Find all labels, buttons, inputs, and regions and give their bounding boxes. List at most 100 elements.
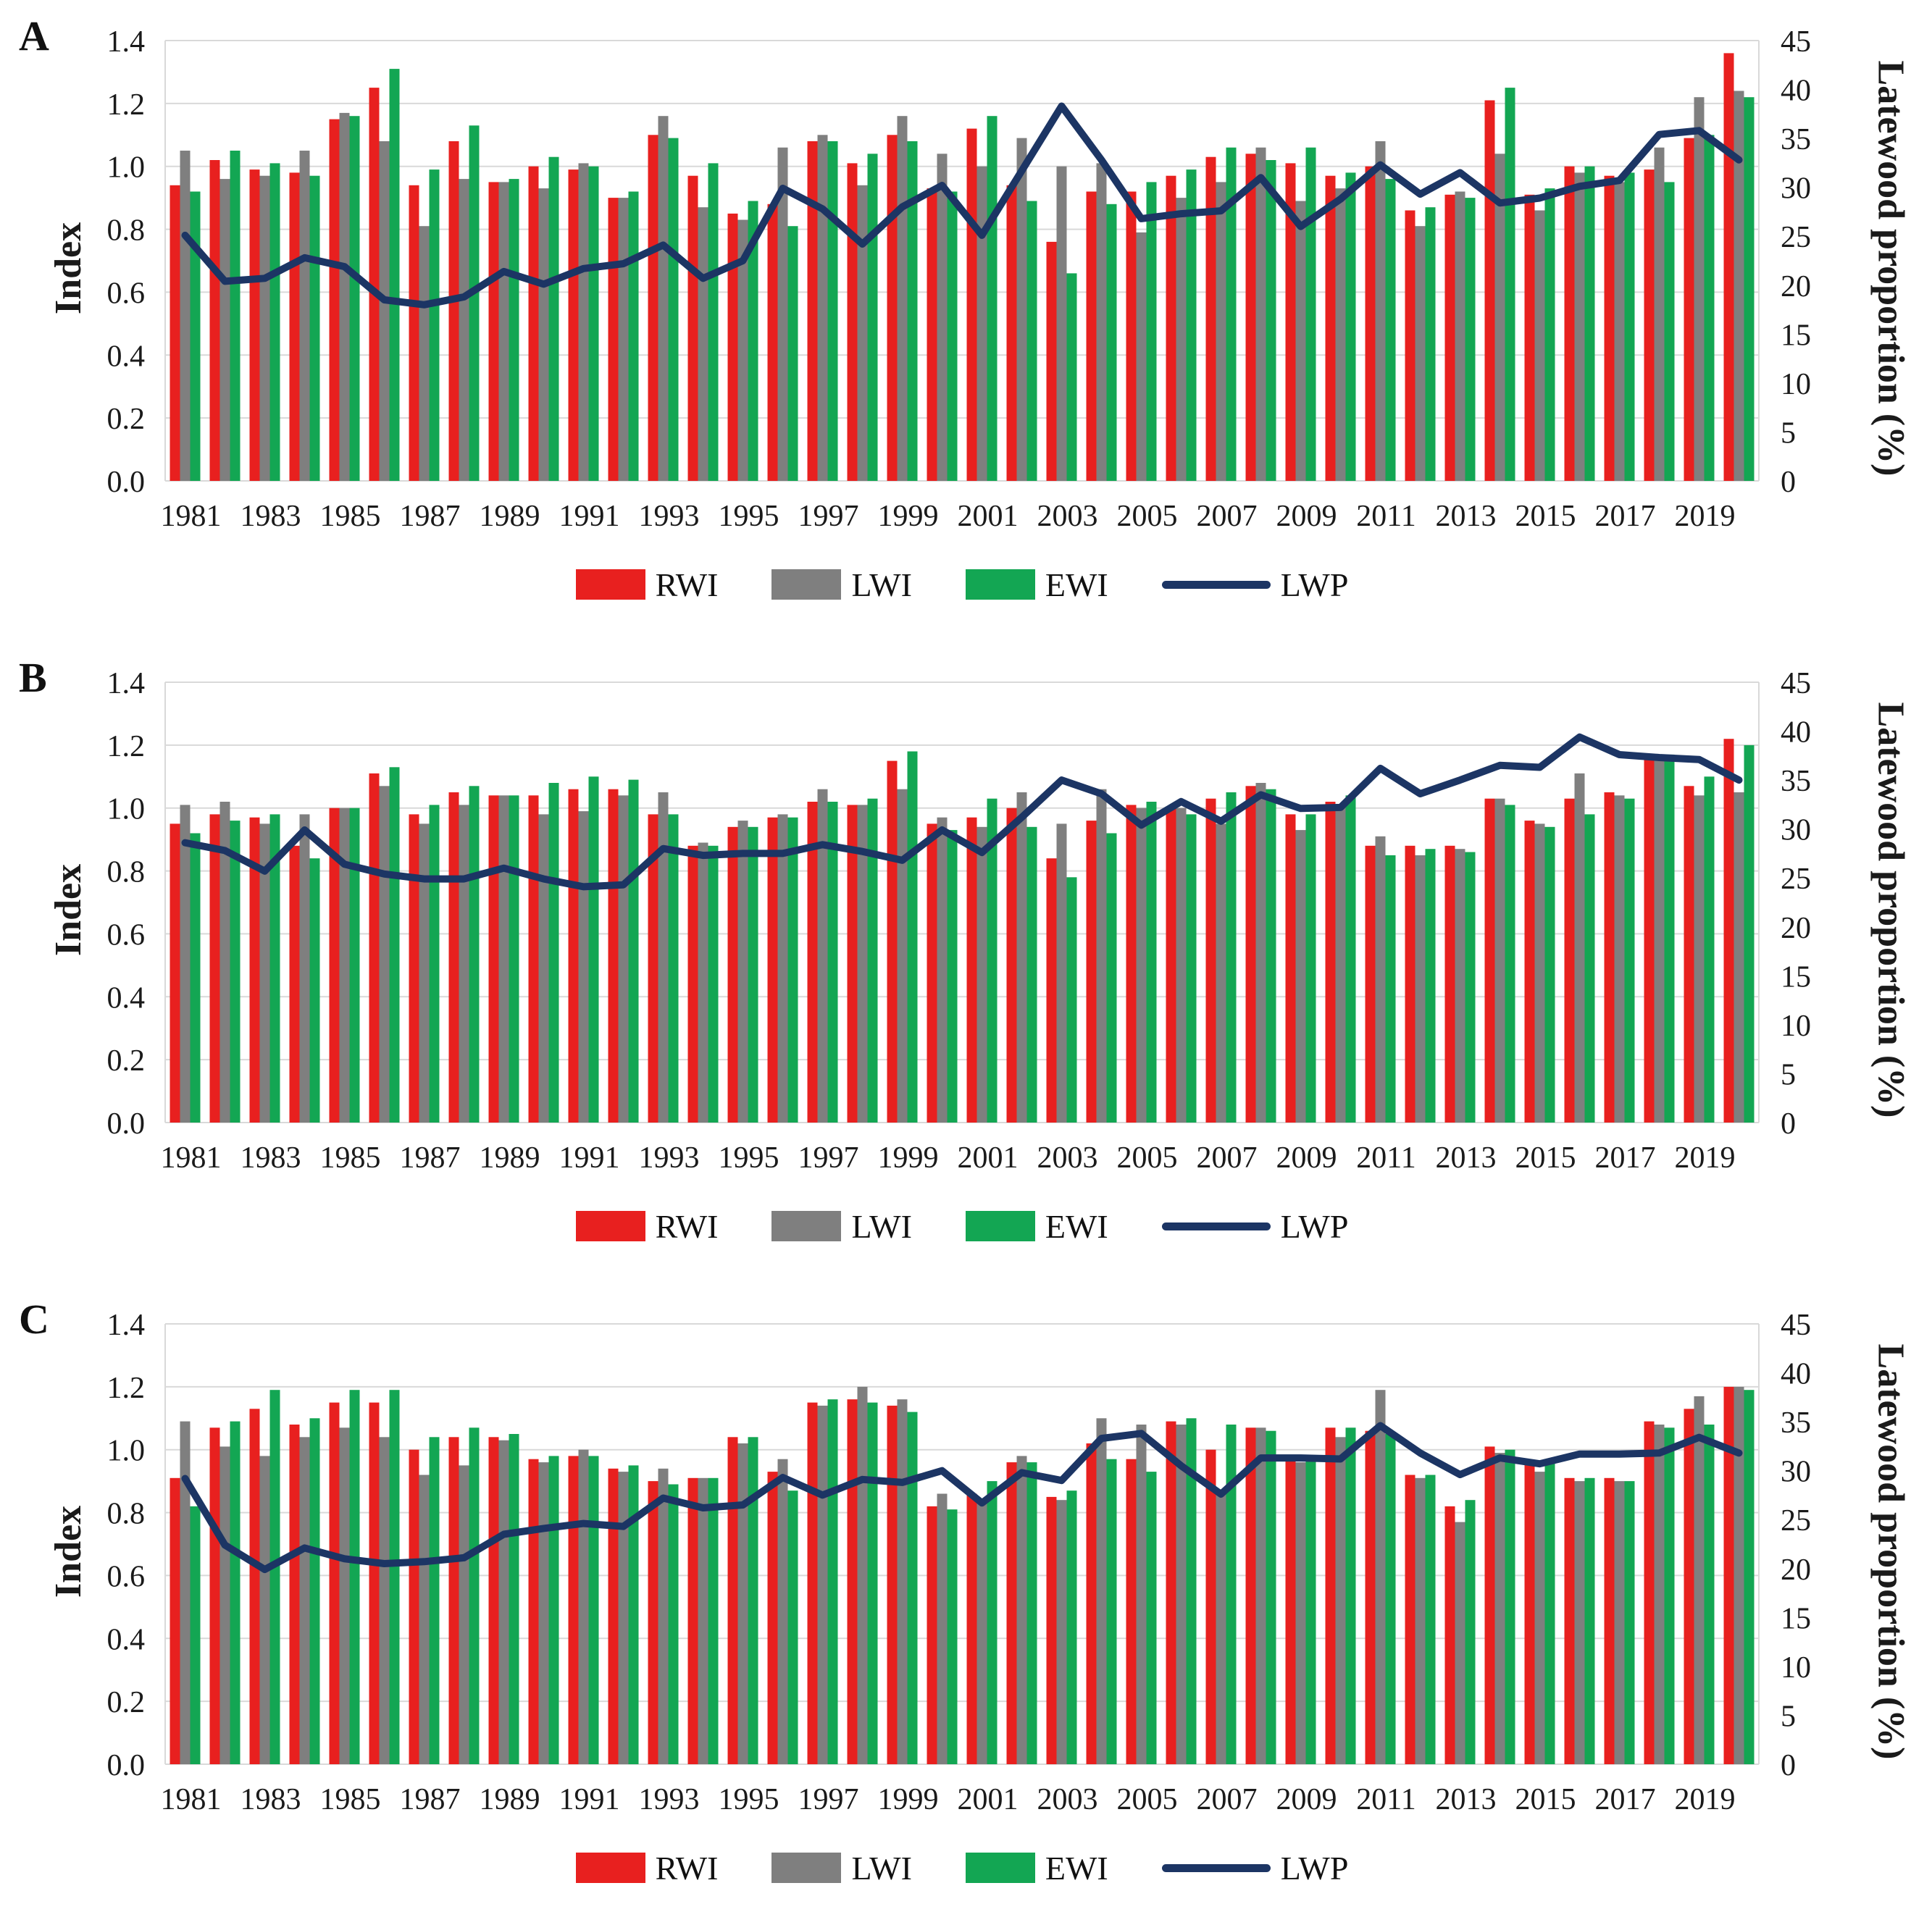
- bar: [488, 795, 499, 1123]
- svg-text:2013: 2013: [1436, 1783, 1497, 1816]
- lwp-line: [181, 733, 1743, 891]
- svg-text:2011: 2011: [1356, 1783, 1415, 1816]
- bar: [1266, 789, 1276, 1123]
- bar: [259, 823, 270, 1123]
- svg-text:0.4: 0.4: [107, 1623, 146, 1656]
- legend-item-lwi: LWI: [771, 566, 912, 604]
- bar: [209, 814, 220, 1123]
- bar: [1694, 795, 1705, 1123]
- bar: [687, 1477, 698, 1764]
- bar: [897, 116, 908, 481]
- bar: [1723, 739, 1734, 1123]
- bar: [469, 1427, 480, 1764]
- lwp-line-icon: [1161, 1863, 1271, 1872]
- bar: [847, 805, 858, 1123]
- bar: [1385, 179, 1396, 481]
- bar: [857, 1386, 868, 1764]
- bar: [727, 213, 738, 481]
- bar: [289, 845, 300, 1123]
- right-axis-title: Latewood proportion (%): [1870, 702, 1911, 1117]
- legend-item-rwi: RWI: [575, 1849, 718, 1887]
- svg-text:1.2: 1.2: [107, 88, 146, 122]
- left-axis-title: Index: [48, 222, 90, 314]
- bar: [1664, 754, 1675, 1123]
- bar: [608, 198, 619, 481]
- bar: [1734, 792, 1744, 1123]
- bar: [1026, 1462, 1037, 1764]
- bar: [857, 805, 868, 1123]
- legend: RWI LWI EWI LWP: [165, 1201, 1759, 1251]
- lwp-line-icon: [1161, 1222, 1271, 1230]
- bar: [927, 188, 937, 481]
- bar: [1216, 823, 1226, 1123]
- bar: [349, 116, 360, 481]
- bar: [947, 191, 958, 481]
- gridlines: [164, 40, 1760, 482]
- svg-text:10: 10: [1781, 1010, 1811, 1043]
- bar: [1345, 172, 1356, 481]
- svg-text:1983: 1983: [241, 500, 301, 533]
- svg-text:0.8: 0.8: [107, 1498, 146, 1531]
- gridlines: [164, 681, 1760, 1123]
- bar: [658, 1468, 669, 1764]
- bar: [1694, 1396, 1705, 1764]
- bar: [1335, 805, 1346, 1123]
- bar: [1266, 1430, 1276, 1764]
- bar: [1096, 789, 1107, 1123]
- svg-text:30: 30: [1781, 814, 1811, 847]
- svg-text:25: 25: [1781, 863, 1811, 896]
- bar: [1484, 798, 1495, 1123]
- bar: [1375, 836, 1386, 1123]
- svg-text:1999: 1999: [878, 1783, 939, 1816]
- svg-text:0: 0: [1781, 1749, 1796, 1782]
- bar: [827, 141, 838, 481]
- bar: [469, 125, 480, 482]
- bar: [1216, 1493, 1226, 1764]
- bar: [498, 182, 509, 481]
- bar: [1604, 175, 1615, 481]
- bar: [977, 166, 987, 481]
- bar: [867, 154, 878, 482]
- bar: [727, 826, 738, 1123]
- bar: [1524, 1462, 1535, 1764]
- svg-text:0: 0: [1781, 1107, 1796, 1141]
- bar: [698, 842, 708, 1123]
- bar: [1505, 88, 1515, 482]
- bar: [1604, 1477, 1615, 1764]
- bar: [538, 188, 549, 481]
- bar: [498, 795, 509, 1123]
- svg-text:0.4: 0.4: [107, 981, 146, 1015]
- bar: [1245, 786, 1256, 1123]
- svg-text:2017: 2017: [1595, 500, 1656, 533]
- bar: [887, 135, 898, 482]
- svg-text:1987: 1987: [400, 1141, 461, 1175]
- bar: [698, 1477, 708, 1764]
- bar: [269, 1390, 280, 1764]
- bar: [170, 1477, 180, 1764]
- bar: [269, 814, 280, 1123]
- bar: [787, 226, 798, 481]
- bar: [668, 138, 679, 481]
- svg-text:15: 15: [1781, 960, 1811, 994]
- bar: [1385, 1434, 1396, 1764]
- bar: [1734, 1386, 1744, 1764]
- legend-item-lwp: LWP: [1161, 1849, 1348, 1887]
- bar: [907, 751, 918, 1123]
- bar: [1425, 207, 1436, 481]
- bar: [887, 760, 898, 1123]
- bar: [528, 795, 539, 1123]
- svg-text:0.8: 0.8: [107, 214, 146, 248]
- bar: [1295, 1462, 1306, 1764]
- legend-item-ewi: EWI: [965, 1207, 1108, 1246]
- chart-plot-b: 1.41.21.00.80.60.40.20.04540353025201510…: [107, 667, 1812, 1175]
- bar: [867, 798, 878, 1123]
- bar: [987, 798, 998, 1123]
- svg-text:1997: 1997: [798, 500, 859, 533]
- bar: [1484, 100, 1495, 481]
- bar: [1494, 1453, 1505, 1764]
- bar: [1744, 1390, 1755, 1764]
- svg-text:0.0: 0.0: [107, 466, 146, 499]
- chart-plot-a: 1.41.21.00.80.60.40.20.04540353025201510…: [107, 25, 1812, 533]
- bar: [827, 802, 838, 1123]
- bar: [1016, 1456, 1027, 1764]
